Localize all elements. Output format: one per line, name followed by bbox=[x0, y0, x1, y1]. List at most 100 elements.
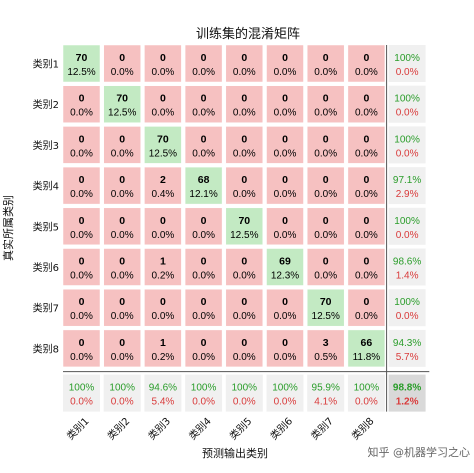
row-summary-correct: 100% bbox=[394, 94, 420, 105]
cell-count: 69 bbox=[279, 256, 291, 268]
matrix-cell bbox=[306, 85, 345, 123]
cell-percent: 0.0% bbox=[111, 311, 134, 322]
y-tick-label: 类别3 bbox=[33, 139, 59, 152]
cell-percent: 0.0% bbox=[111, 352, 134, 363]
matrix-cell bbox=[62, 248, 101, 286]
x-tick-label: 类别2 bbox=[104, 415, 132, 443]
row-summary-correct: 94.3% bbox=[393, 338, 421, 349]
cell-count: 0 bbox=[241, 174, 247, 186]
cell-count: 0 bbox=[363, 256, 369, 268]
matrix-cell bbox=[266, 207, 304, 246]
matrix-cell bbox=[266, 166, 304, 205]
cell-count: 0 bbox=[282, 52, 288, 64]
matrix-cell bbox=[184, 288, 223, 327]
cell-count: 0 bbox=[160, 52, 166, 64]
cell-percent: 0.0% bbox=[274, 352, 297, 363]
cell-percent: 0.0% bbox=[233, 148, 256, 159]
x-tick-label: 类别7 bbox=[308, 415, 336, 443]
overall-error: 1.2% bbox=[396, 397, 419, 408]
column-summary-correct: 100% bbox=[232, 383, 258, 394]
cell-percent: 0.0% bbox=[70, 352, 93, 363]
matrix-cell bbox=[266, 248, 304, 286]
cell-percent: 0.0% bbox=[192, 148, 215, 159]
cell-percent: 0.0% bbox=[111, 230, 134, 241]
row-summary-cell bbox=[388, 45, 426, 82]
cell-count: 0 bbox=[201, 337, 207, 349]
cell-percent: 0.0% bbox=[233, 67, 256, 78]
cell-percent: 0.0% bbox=[314, 67, 337, 78]
cell-percent: 0.0% bbox=[314, 230, 337, 241]
matrix-cell bbox=[225, 126, 264, 164]
cell-count: 0 bbox=[323, 52, 329, 64]
cell-count: 0 bbox=[241, 93, 247, 105]
cell-percent: 0.0% bbox=[274, 189, 297, 200]
cell-percent: 0.0% bbox=[111, 148, 134, 159]
cell-count: 70 bbox=[238, 215, 250, 227]
column-summary-cell bbox=[266, 374, 304, 412]
matrix-cell bbox=[347, 248, 386, 286]
cell-percent: 0.0% bbox=[355, 148, 378, 159]
column-summary-correct: 100% bbox=[191, 383, 217, 394]
column-summary-cell bbox=[307, 374, 345, 412]
cell-percent: 0.0% bbox=[111, 67, 134, 78]
matrix-cell bbox=[62, 85, 101, 123]
cell-count: 0 bbox=[282, 337, 288, 349]
cell-count: 2 bbox=[160, 174, 166, 186]
cell-count: 70 bbox=[157, 133, 169, 145]
cell-percent: 0.0% bbox=[152, 108, 175, 119]
matrix-cell bbox=[266, 85, 304, 123]
matrix-cell bbox=[184, 248, 223, 286]
matrix-cell bbox=[103, 329, 141, 368]
matrix-cell bbox=[184, 207, 223, 246]
cell-count: 0 bbox=[323, 133, 329, 145]
cell-count: 0 bbox=[79, 296, 85, 308]
matrix-cell bbox=[347, 288, 386, 327]
cell-count: 1 bbox=[160, 337, 166, 349]
row-summary-cell bbox=[388, 167, 426, 205]
cell-percent: 0.0% bbox=[314, 271, 337, 282]
cell-count: 0 bbox=[323, 93, 329, 105]
y-tick-label: 类别8 bbox=[33, 342, 59, 355]
cell-percent: 0.0% bbox=[274, 148, 297, 159]
cell-percent: 12.5% bbox=[149, 148, 177, 159]
row-summary-cell bbox=[388, 207, 426, 245]
matrix-cell bbox=[103, 126, 141, 164]
column-summary-cell bbox=[347, 374, 385, 412]
cell-percent: 0.0% bbox=[192, 271, 215, 282]
matrix-cell bbox=[225, 207, 264, 246]
matrix-cell bbox=[144, 166, 182, 205]
cell-count: 0 bbox=[363, 133, 369, 145]
matrix-cell bbox=[184, 166, 223, 205]
row-summary-error: 0.0% bbox=[396, 67, 419, 78]
cell-percent: 0.4% bbox=[152, 189, 175, 200]
matrix-cell bbox=[184, 44, 223, 83]
cell-count: 66 bbox=[361, 337, 373, 349]
cell-count: 0 bbox=[323, 256, 329, 268]
matrix-cell bbox=[103, 207, 141, 246]
x-axis-label: 预测输出类别 bbox=[202, 446, 268, 460]
cell-count: 0 bbox=[363, 52, 369, 64]
matrix-cell bbox=[144, 126, 182, 164]
cell-count: 0 bbox=[201, 133, 207, 145]
cell-count: 3 bbox=[323, 337, 329, 349]
matrix-cell bbox=[184, 85, 223, 123]
cell-count: 70 bbox=[320, 296, 332, 308]
matrix-cell bbox=[306, 288, 345, 327]
matrix-cell bbox=[347, 166, 386, 205]
cell-count: 0 bbox=[160, 296, 166, 308]
column-summary-correct: 100% bbox=[272, 383, 298, 394]
cell-percent: 0.0% bbox=[70, 311, 93, 322]
y-tick-label: 类别1 bbox=[33, 58, 59, 71]
matrix-cell bbox=[144, 329, 182, 368]
x-tick-label: 类别1 bbox=[64, 415, 92, 443]
summary-cells: 100% 0.0% 100% 0.0% 100% 0.0% 97.1% 2.9% 100% 0.0… bbox=[63, 45, 430, 412]
matrix-cell bbox=[103, 44, 141, 83]
matrix-cell bbox=[347, 44, 386, 83]
cell-count: 0 bbox=[241, 337, 247, 349]
cell-percent: 0.0% bbox=[70, 189, 93, 200]
cell-count: 0 bbox=[282, 296, 288, 308]
overall-summary-cell bbox=[388, 374, 426, 412]
cell-percent: 0.0% bbox=[192, 108, 215, 119]
overall-accuracy: 98.8% bbox=[393, 383, 421, 394]
cell-percent: 0.0% bbox=[70, 271, 93, 282]
